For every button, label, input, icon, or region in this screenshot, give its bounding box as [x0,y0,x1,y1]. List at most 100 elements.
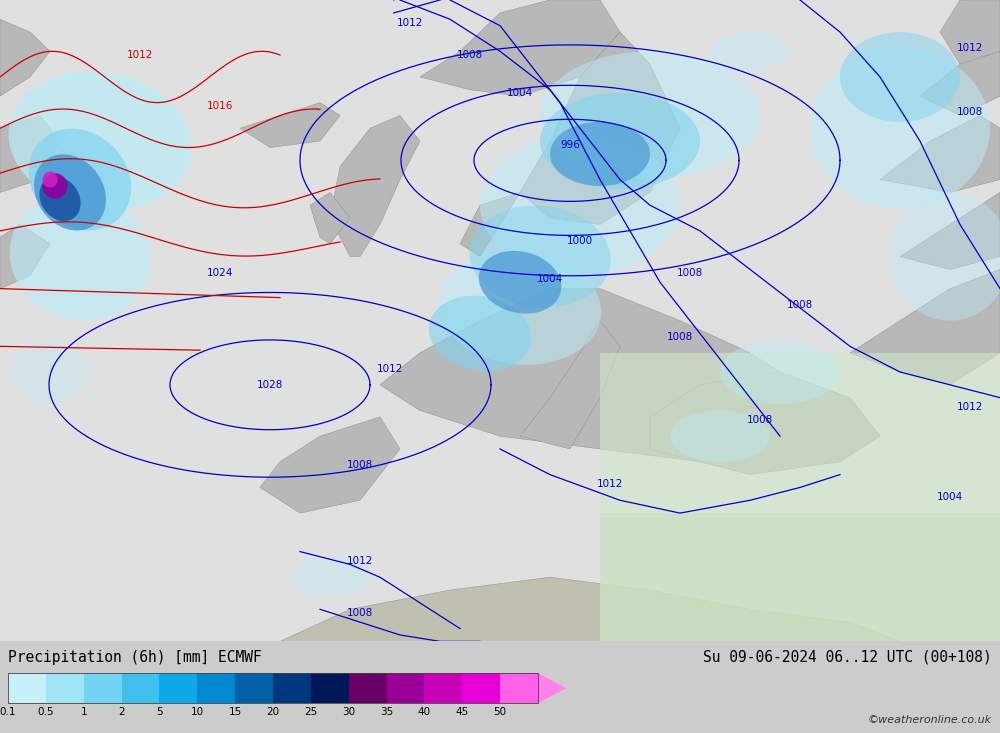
Bar [500,673,538,703]
Ellipse shape [290,558,370,597]
Ellipse shape [39,177,81,221]
Polygon shape [0,19,50,96]
Text: 30: 30 [342,707,355,717]
Ellipse shape [10,193,150,320]
Text: 1028: 1028 [257,380,283,390]
Bar [84,673,122,703]
Polygon shape [920,32,1000,115]
Text: 1008: 1008 [347,460,373,470]
Text: 35: 35 [380,707,393,717]
Text: 1016: 1016 [207,101,233,111]
Bar [600,353,1000,641]
Text: 0.5: 0.5 [38,707,54,717]
Text: 50: 50 [494,707,507,717]
Text: 1012: 1012 [347,556,373,567]
Text: 1008: 1008 [347,608,373,618]
Text: 1004: 1004 [507,88,533,98]
Ellipse shape [42,172,58,188]
Ellipse shape [890,192,1000,320]
Ellipse shape [550,122,650,186]
Text: 25: 25 [304,707,317,717]
Polygon shape [520,321,620,449]
Text: 1012: 1012 [397,18,423,28]
Polygon shape [460,192,520,257]
Text: 1000: 1000 [567,236,593,246]
Text: 1008: 1008 [787,300,813,310]
Polygon shape [240,103,340,147]
Bar [235,673,273,703]
Text: 5: 5 [156,707,163,717]
Text: 15: 15 [229,707,242,717]
Bar [424,673,462,703]
Polygon shape [940,0,1000,64]
Text: 1012: 1012 [127,50,153,59]
Text: 0.1: 0.1 [0,707,16,717]
Polygon shape [650,372,880,475]
Ellipse shape [42,173,68,199]
Polygon shape [420,0,620,96]
Text: 40: 40 [418,707,431,717]
Ellipse shape [439,251,601,365]
Ellipse shape [540,93,700,189]
Text: 1024: 1024 [207,268,233,278]
Text: 1012: 1012 [957,402,983,413]
Polygon shape [538,673,566,703]
Text: 20: 20 [266,707,280,717]
Polygon shape [900,192,1000,269]
Ellipse shape [469,206,611,307]
Text: 1012: 1012 [597,479,623,490]
Ellipse shape [480,135,680,276]
Ellipse shape [10,340,90,404]
Ellipse shape [429,295,531,372]
Text: Su 09-06-2024 06..12 UTC (00+108): Su 09-06-2024 06..12 UTC (00+108) [703,650,992,665]
Polygon shape [310,192,350,243]
Ellipse shape [810,48,990,208]
Text: 1008: 1008 [957,108,983,117]
Ellipse shape [540,51,760,180]
Text: 1004: 1004 [937,493,963,502]
Ellipse shape [710,32,790,70]
Ellipse shape [840,32,960,122]
Text: ©weatheronline.co.uk: ©weatheronline.co.uk [868,715,992,725]
Text: 1008: 1008 [667,332,693,342]
Text: 10: 10 [191,707,204,717]
Bar [273,673,311,703]
Bar [8,673,46,703]
Ellipse shape [9,71,191,211]
Polygon shape [330,115,420,257]
Polygon shape [380,289,820,462]
Bar [8,673,538,703]
Text: 2: 2 [118,707,125,717]
Text: 1: 1 [80,707,87,717]
Bar [159,673,197,703]
Text: 996: 996 [560,139,580,150]
Text: 1012: 1012 [377,364,403,374]
Polygon shape [280,578,900,641]
Ellipse shape [670,410,770,462]
Ellipse shape [29,129,131,230]
Text: 45: 45 [456,707,469,717]
Text: 1008: 1008 [747,416,773,425]
Bar [349,673,387,703]
Text: 1012: 1012 [957,43,983,54]
Text: 1008: 1008 [677,268,703,278]
Text: Precipitation (6h) [mm] ECMWF: Precipitation (6h) [mm] ECMWF [8,650,262,665]
Polygon shape [850,269,1000,385]
Bar [46,673,84,703]
Ellipse shape [720,340,840,404]
Ellipse shape [479,251,561,314]
Polygon shape [880,115,1000,192]
Polygon shape [0,224,50,289]
Text: 1004: 1004 [537,274,563,284]
Polygon shape [0,115,60,192]
Text: 1008: 1008 [457,50,483,59]
Bar [197,673,235,703]
Bar [122,673,159,703]
Polygon shape [260,417,400,513]
Ellipse shape [34,155,106,230]
Bar [462,673,500,703]
Bar [311,673,349,703]
Bar [387,673,424,703]
Polygon shape [520,32,680,224]
Bar [600,513,1000,641]
